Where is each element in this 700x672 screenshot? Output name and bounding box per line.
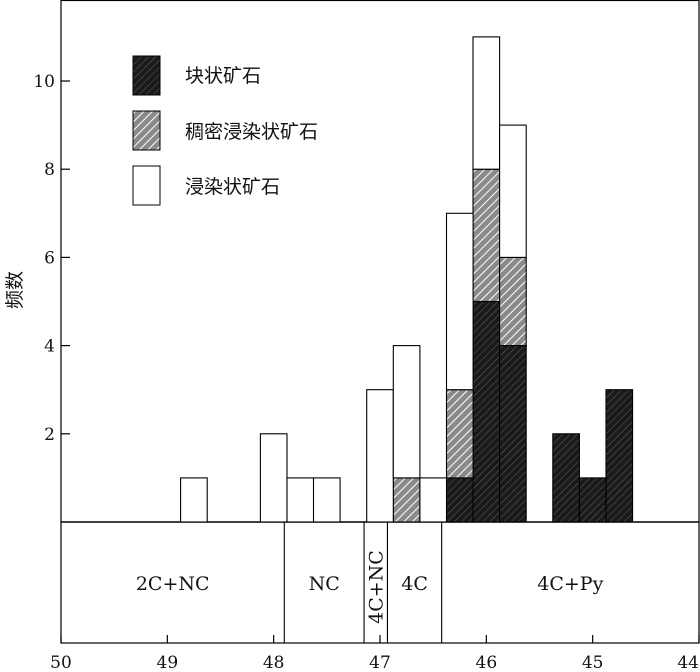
legend-item-dense-disseminated: 稠密浸染状矿石 xyxy=(132,110,318,151)
bar-dense-disseminated xyxy=(392,477,421,523)
bar-massive xyxy=(472,300,501,523)
bar-massive xyxy=(578,477,607,523)
bar-disseminated xyxy=(472,36,501,170)
y-tick-label: 2 xyxy=(44,425,55,445)
legend-item-massive: 块状矿石 xyxy=(132,55,261,96)
zone-label: 4C+NC xyxy=(366,550,388,624)
ore-zone-strip: 2C+NC NC 4C+NC 4C 4C+Py xyxy=(136,522,604,643)
zone-label: 2C+NC xyxy=(136,573,210,595)
bar-disseminated xyxy=(259,433,288,523)
legend-label-disseminated: 浸染状矿石 xyxy=(185,176,280,198)
histogram-bars xyxy=(180,36,634,523)
bar-disseminated xyxy=(180,477,208,523)
x-tick-label: 48 xyxy=(263,653,285,672)
bar-disseminated xyxy=(366,389,394,523)
x-tick-label: 49 xyxy=(157,653,179,672)
y-tick-label: 6 xyxy=(44,248,55,268)
x-axis: 50 49 48 47 46 45 44 xyxy=(50,635,700,672)
x-tick-label: 47 xyxy=(369,653,391,672)
y-tick-label: 10 xyxy=(33,72,55,92)
bar-disseminated xyxy=(499,124,527,258)
bar-disseminated xyxy=(419,477,448,523)
x-tick-label: 44 xyxy=(677,653,699,672)
y-axis-label: 频数 xyxy=(4,271,26,309)
y-tick-label: 8 xyxy=(44,160,55,180)
bar-disseminated xyxy=(445,212,474,391)
bar-dense-disseminated xyxy=(445,389,474,479)
bar-massive xyxy=(552,433,580,523)
legend-item-disseminated: 浸染状矿石 xyxy=(132,165,280,206)
bar-massive xyxy=(605,389,634,523)
plot-frame xyxy=(60,0,700,644)
x-tick-label: 46 xyxy=(476,653,498,672)
bar-disseminated xyxy=(312,477,341,523)
bar-disseminated xyxy=(392,345,421,479)
legend: 块状矿石 稠密浸染状矿石 浸染状矿石 xyxy=(132,55,318,206)
zone-label: NC xyxy=(309,573,340,595)
x-tick-label: 50 xyxy=(50,653,72,672)
legend-swatch-disseminated xyxy=(132,165,161,206)
bar-dense-disseminated xyxy=(472,168,501,303)
bar-massive xyxy=(445,477,474,523)
bar-massive xyxy=(499,345,527,523)
y-tick-label: 4 xyxy=(44,337,55,357)
legend-label-dense-disseminated: 稠密浸染状矿石 xyxy=(185,121,318,143)
zone-label: 4C+Py xyxy=(537,573,603,595)
bar-disseminated xyxy=(286,477,315,523)
legend-swatch-massive xyxy=(132,55,161,96)
zone-label: 4C xyxy=(401,573,428,595)
legend-label-massive: 块状矿石 xyxy=(185,65,261,87)
x-tick-label: 45 xyxy=(582,653,604,672)
y-axis: 2 4 6 8 10 xyxy=(33,72,70,445)
bar-dense-disseminated xyxy=(499,256,527,347)
legend-swatch-dense-disseminated xyxy=(132,110,161,151)
